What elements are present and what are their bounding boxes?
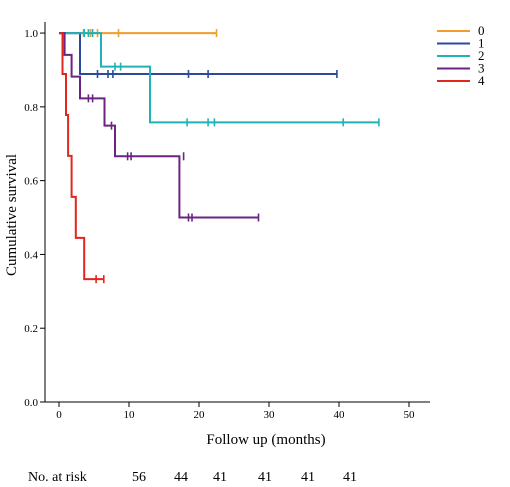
x-tick-label: 30 xyxy=(264,409,276,421)
x-tick-label: 10 xyxy=(124,409,136,421)
x-tick-label: 20 xyxy=(194,409,206,421)
risk-count: 44 xyxy=(174,470,188,485)
legend-label: 4 xyxy=(478,73,485,88)
x-axis-title: Follow up (months) xyxy=(206,432,325,448)
y-axis-title: Cumulative survival xyxy=(4,154,20,276)
series-layer xyxy=(59,29,380,284)
series-3 xyxy=(59,32,260,222)
x-tick-label: 0 xyxy=(56,409,62,421)
legend-label: 0 xyxy=(478,23,485,38)
axes: 0 10 20 30 40 50 0.0 0.2 0.4 0.6 0.8 1.0 xyxy=(24,22,430,421)
y-tick-label: 0.6 xyxy=(24,176,38,188)
legend-label: 1 xyxy=(478,36,485,51)
y-tick-label: 1.0 xyxy=(24,28,38,40)
y-tick-label: 0.2 xyxy=(24,323,38,335)
legend-label: 2 xyxy=(478,48,485,63)
y-tick-label: 0.8 xyxy=(24,102,38,114)
risk-count: 41 xyxy=(213,470,227,485)
risk-table: No. at risk 56 44 41 41 41 41 xyxy=(28,470,357,485)
y-tick-label: 0.0 xyxy=(24,397,38,409)
y-tick-label: 0.4 xyxy=(24,249,38,261)
risk-count: 56 xyxy=(132,470,146,485)
series-2 xyxy=(59,29,380,127)
survival-curve-3 xyxy=(59,32,259,219)
risk-count: 41 xyxy=(343,470,357,485)
series-4 xyxy=(59,32,105,284)
risk-count: 41 xyxy=(301,470,315,485)
risk-count: 41 xyxy=(258,470,272,485)
survival-curve-2 xyxy=(59,32,379,124)
x-tick-label: 50 xyxy=(404,409,416,421)
legend-label: 3 xyxy=(478,61,485,76)
x-tick-label: 40 xyxy=(334,409,346,421)
risk-table-label: No. at risk xyxy=(28,470,87,485)
survival-curve-4 xyxy=(59,32,104,281)
